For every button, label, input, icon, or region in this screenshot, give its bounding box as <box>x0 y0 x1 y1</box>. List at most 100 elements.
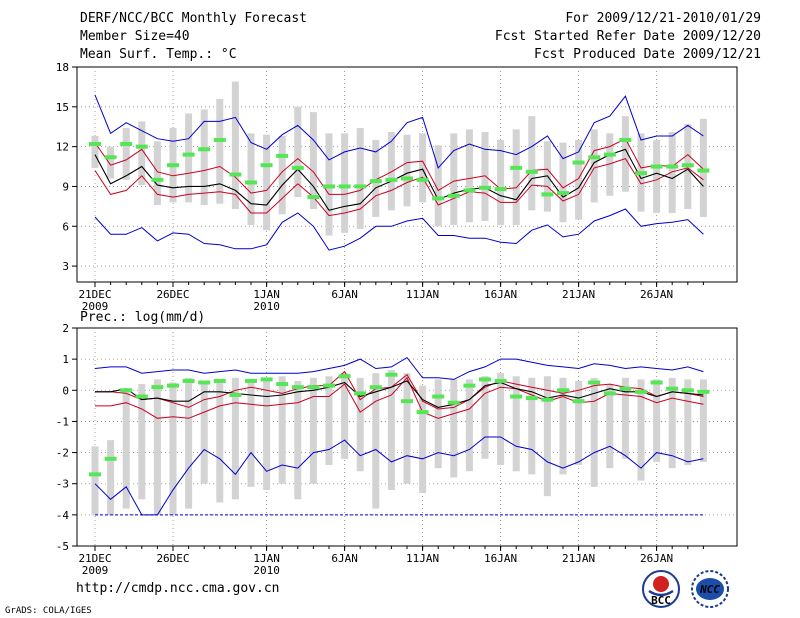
obs-marker <box>182 152 195 157</box>
spread-box <box>450 379 458 478</box>
obs-marker <box>229 392 242 397</box>
obs-marker <box>120 141 133 146</box>
spread-box <box>481 376 489 459</box>
obs-marker <box>525 396 538 401</box>
spread-box <box>403 373 411 484</box>
obs-marker <box>494 378 507 383</box>
obs-marker <box>307 195 320 200</box>
series-max-line <box>94 94 704 169</box>
y-tick-label: 6 <box>62 220 69 233</box>
spread-box <box>138 121 146 186</box>
x-tick-sublabel: 2010 <box>253 564 280 577</box>
spread-box <box>263 377 271 490</box>
spread-box <box>590 377 598 487</box>
obs-marker <box>167 383 179 388</box>
obs-marker <box>245 378 257 383</box>
obs-marker <box>619 137 632 142</box>
obs-marker <box>369 179 382 184</box>
spread-box <box>107 440 115 515</box>
series-max-line <box>94 356 704 380</box>
obs-marker <box>135 144 148 149</box>
obs-marker <box>557 388 569 393</box>
obs-marker <box>557 191 569 196</box>
obs-marker <box>401 399 413 404</box>
spread-box <box>653 139 661 213</box>
forecast-period: For 2009/12/21-2010/01/29 <box>565 11 761 26</box>
obs-marker <box>291 385 304 390</box>
obs-marker <box>135 394 148 399</box>
obs-marker <box>666 164 679 169</box>
obs-marker <box>213 137 226 142</box>
obs-marker <box>650 164 663 169</box>
y-tick-label: -1 <box>56 415 69 428</box>
obs-marker <box>291 165 304 170</box>
obs-marker <box>603 152 616 157</box>
x-tick-label: 21DEC <box>78 288 111 301</box>
obs-marker <box>276 153 289 158</box>
obs-marker <box>323 184 335 189</box>
x-tick-label: 1JAN <box>253 552 280 565</box>
spread-box <box>372 373 380 509</box>
obs-marker <box>151 385 164 390</box>
spread-box <box>497 373 505 466</box>
series-mean-line <box>94 148 704 211</box>
obs-marker <box>338 184 351 189</box>
obs-marker <box>385 177 398 182</box>
spread-box <box>497 139 505 225</box>
obs-marker <box>104 456 117 461</box>
obs-marker <box>198 380 211 385</box>
x-tick-label: 26JAN <box>640 552 673 565</box>
obs-marker <box>479 185 491 190</box>
obs-marker <box>416 410 429 415</box>
obs-marker <box>354 184 367 189</box>
spread-box <box>434 145 442 227</box>
obs-marker <box>635 171 647 176</box>
x-tick-label: 1JAN <box>253 288 280 301</box>
spread-box <box>247 380 255 487</box>
spread-box <box>122 128 130 180</box>
y-tick-label: 9 <box>62 180 69 193</box>
x-tick-label: 16JAN <box>484 552 517 565</box>
obs-marker <box>588 155 601 160</box>
obs-marker <box>369 385 382 390</box>
obs-marker <box>323 383 335 388</box>
ncc-logo-text: NCC <box>699 583 720 596</box>
spread-box <box>356 128 364 229</box>
source-url[interactable]: http://cmdp.ncc.cma.gov.cn <box>76 581 280 596</box>
obs-marker <box>276 382 289 387</box>
obs-marker <box>260 377 273 382</box>
spread-box <box>278 376 286 484</box>
obs-marker <box>463 188 476 193</box>
y-tick-label: -5 <box>56 540 69 553</box>
x-tick-label: 11JAN <box>406 288 439 301</box>
spread-box <box>294 106 302 198</box>
bcc-logo: BCC <box>641 569 681 609</box>
x-tick-sublabel: 2009 <box>82 564 109 577</box>
spread-box <box>309 377 317 484</box>
obs-marker <box>432 196 445 201</box>
x-tick-label: 6JAN <box>331 552 358 565</box>
y-tick-label: 2 <box>62 322 69 335</box>
obs-marker <box>619 386 632 391</box>
bcc-logo-text: BCC <box>651 594 671 607</box>
spread-box <box>356 377 364 472</box>
x-tick-label: 21JAN <box>562 552 595 565</box>
spread-box <box>107 146 115 179</box>
spread-box <box>575 139 583 220</box>
obs-marker <box>338 374 351 379</box>
spread-box <box>590 129 598 203</box>
spread-box <box>684 379 692 466</box>
obs-marker <box>151 177 164 182</box>
series-lower-line <box>94 208 704 251</box>
spread-box <box>528 377 536 475</box>
obs-marker <box>385 372 398 377</box>
obs-marker <box>198 147 211 152</box>
y-tick-label: 3 <box>62 260 69 273</box>
obs-marker <box>541 192 554 197</box>
obs-marker <box>572 399 585 404</box>
spread-box <box>419 385 427 494</box>
obs-marker <box>635 389 647 394</box>
spread-box <box>278 136 286 215</box>
obs-marker <box>167 163 179 168</box>
